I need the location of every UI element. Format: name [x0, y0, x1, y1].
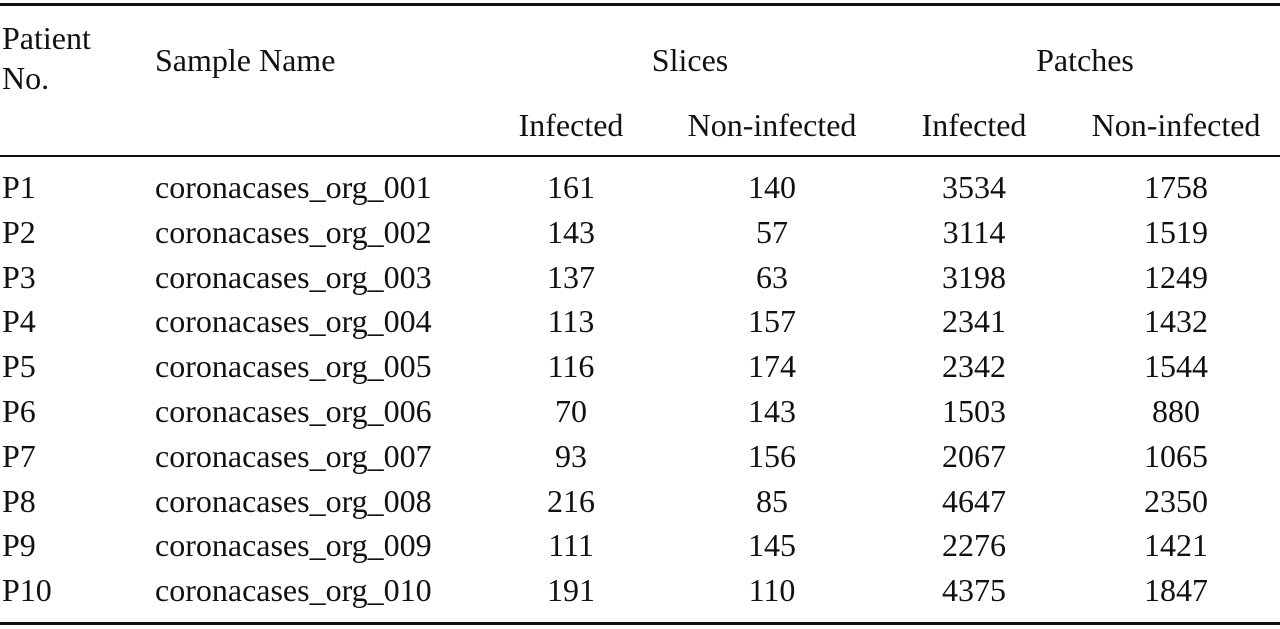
sample-name: coronacases_org_001 — [155, 169, 432, 205]
cell-value: 2276 — [942, 527, 1006, 564]
patient-id: P6 — [2, 393, 36, 429]
cell-value: 161 — [547, 169, 595, 205]
cell-value: 191 — [547, 572, 595, 609]
cell-value: 4647 — [942, 482, 1006, 519]
cell-value: 63 — [756, 258, 788, 295]
cell-value: 2067 — [942, 437, 1006, 474]
cell-value: 1432 — [1144, 303, 1208, 340]
patient-id: P3 — [2, 258, 36, 295]
cell-value: 174 — [748, 348, 796, 385]
patient-id: P2 — [2, 213, 36, 250]
cell-value: 110 — [748, 572, 796, 609]
cell-value: 140 — [748, 169, 796, 205]
cell-value: 1421 — [1144, 527, 1208, 564]
cell-value: 137 — [547, 258, 595, 295]
column-header: Patches — [1036, 42, 1134, 78]
patient-id: P5 — [2, 348, 36, 385]
cell-value: 143 — [547, 213, 595, 250]
cell-value: 216 — [547, 482, 595, 519]
sample-name: coronacases_org_010 — [155, 572, 432, 609]
patient-id: P1 — [2, 169, 36, 205]
sample-name: coronacases_org_007 — [155, 437, 432, 474]
sample-name: coronacases_org_002 — [155, 213, 432, 250]
subcolumn-header: Infected — [518, 107, 624, 143]
patient-id: P9 — [2, 527, 36, 564]
sample-name: coronacases_org_008 — [155, 482, 432, 519]
column-header: Sample Name — [155, 42, 336, 78]
cell-value: 116 — [547, 348, 595, 385]
patient-id: P7 — [2, 437, 36, 474]
bottom-rule — [0, 622, 1280, 625]
subcolumn-header: Non-infected — [687, 107, 857, 143]
cell-value: 1065 — [1144, 437, 1208, 474]
cell-value: 4375 — [942, 572, 1006, 609]
cell-value: 113 — [547, 303, 595, 340]
subcolumn-header: Infected — [921, 107, 1027, 143]
subcolumn-header: Non-infected — [1091, 107, 1261, 143]
cell-value: 57 — [756, 213, 788, 250]
cell-value: 1503 — [942, 393, 1006, 429]
cell-value: 143 — [748, 393, 796, 429]
sample-name: coronacases_org_009 — [155, 527, 432, 564]
cell-value: 880 — [1152, 393, 1200, 429]
cell-value: 70 — [555, 393, 587, 429]
cell-value: 2342 — [942, 348, 1006, 385]
header-rule — [0, 155, 1280, 157]
cell-value: 1758 — [1144, 169, 1208, 205]
cell-value: 1544 — [1144, 348, 1208, 385]
cell-value: 3114 — [942, 213, 1006, 250]
cell-value: 3534 — [942, 169, 1006, 205]
cell-value: 156 — [748, 437, 796, 474]
column-header: Slices — [651, 42, 729, 78]
cell-value: 157 — [748, 303, 796, 340]
cell-value: 1249 — [1144, 258, 1208, 295]
cell-value: 93 — [555, 437, 587, 474]
sample-name: coronacases_org_006 — [155, 393, 432, 429]
sample-name: coronacases_org_005 — [155, 348, 432, 385]
patient-id: P10 — [2, 572, 52, 609]
patient-id: P4 — [2, 303, 36, 340]
cell-value: 2350 — [1144, 482, 1208, 519]
cell-value: 145 — [748, 527, 796, 564]
cell-value: 111 — [548, 527, 594, 564]
cell-value: 2341 — [942, 303, 1006, 340]
cell-value: 3198 — [942, 258, 1006, 295]
cell-value: 1847 — [1144, 572, 1208, 609]
sample-name: coronacases_org_004 — [155, 303, 432, 340]
cell-value: 1519 — [1144, 213, 1208, 250]
column-header: Patient No. — [2, 20, 91, 96]
top-rule — [0, 3, 1280, 6]
cell-value: 85 — [756, 482, 788, 519]
sample-name: coronacases_org_003 — [155, 258, 432, 295]
patient-id: P8 — [2, 482, 36, 519]
